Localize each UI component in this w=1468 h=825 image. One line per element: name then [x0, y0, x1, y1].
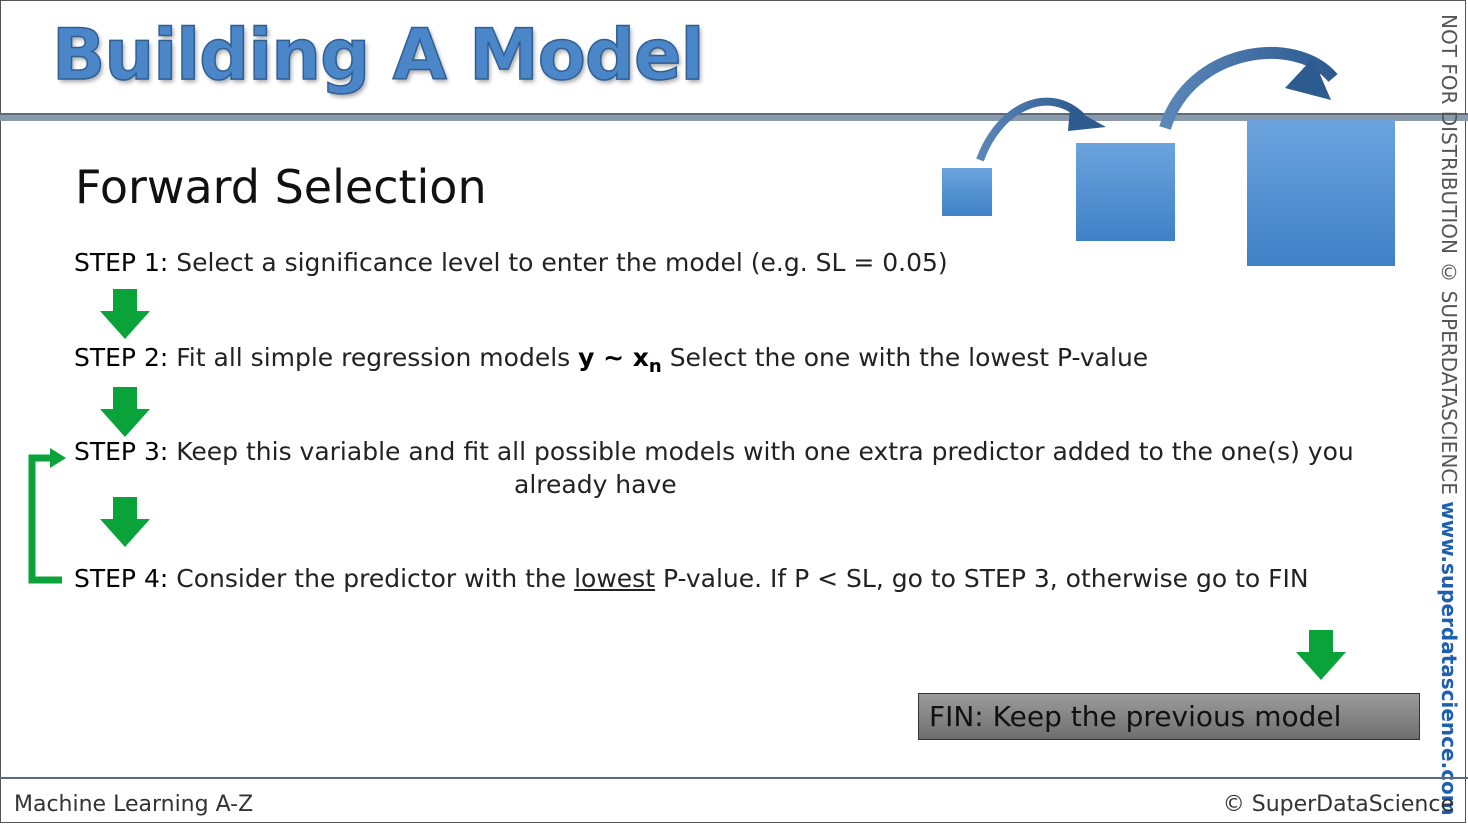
down-arrow-fin-icon [1296, 630, 1346, 680]
down-arrow-2-icon [100, 387, 150, 437]
step-4-label: STEP 4: [74, 564, 169, 593]
down-arrow-1-icon [100, 289, 150, 339]
curved-arrow-1-icon [976, 97, 1106, 162]
step-4: STEP 4: Consider the predictor with the … [74, 564, 1309, 593]
step-2-label: STEP 2: [74, 343, 169, 372]
step-3-text-line2: already have [514, 470, 677, 499]
header-rule [0, 113, 1468, 121]
step-2-text-after: Select the one with the lowest P-value [669, 343, 1149, 372]
medium-square [1076, 143, 1175, 241]
footer-copyright: © SuperDataScience [1222, 792, 1454, 817]
step-3-text: Keep this variable and fit all possible … [176, 437, 1354, 466]
section-subtitle: Forward Selection [75, 160, 487, 214]
step-1: STEP 1: Select a significance level to e… [74, 248, 948, 277]
step-1-label: STEP 1: [74, 248, 169, 277]
footer-course: Machine Learning A-Z [14, 792, 254, 817]
down-arrow-3-icon [100, 497, 150, 547]
fin-label: FIN: [929, 700, 984, 733]
slide-title: Building A Model [51, 13, 705, 97]
loop-back-arrow-icon [28, 448, 66, 584]
step-2: STEP 2: Fit all simple regression models… [74, 343, 1148, 377]
curved-arrow-2-icon [1159, 46, 1338, 130]
small-square [942, 168, 992, 216]
side-url: www.superdatascience.com [1437, 501, 1461, 816]
fin-text: Keep the previous model [992, 700, 1342, 733]
side-watermark: NOT FOR DISTRIBUTION © SUPERDATASCIENCE … [1437, 14, 1461, 816]
step-2-formula: y ~ xn [578, 343, 662, 377]
footer-rule [0, 777, 1468, 779]
fin-box: FIN: Keep the previous model [918, 693, 1420, 740]
step-4-text-after: P-value. If P < SL, go to STEP 3, otherw… [662, 564, 1309, 593]
step-1-text: Select a significance level to enter the… [176, 248, 948, 277]
step-4-text-before: Consider the predictor with the [176, 564, 567, 593]
step-3: STEP 3: Keep this variable and fit all p… [74, 437, 1354, 466]
step-2-text-before: Fit all simple regression models [176, 343, 571, 372]
step-3-label: STEP 3: [74, 437, 169, 466]
distribution-notice: NOT FOR DISTRIBUTION © SUPERDATASCIENCE [1437, 14, 1461, 495]
large-square [1247, 120, 1395, 266]
step-4-underlined: lowest [574, 564, 656, 593]
